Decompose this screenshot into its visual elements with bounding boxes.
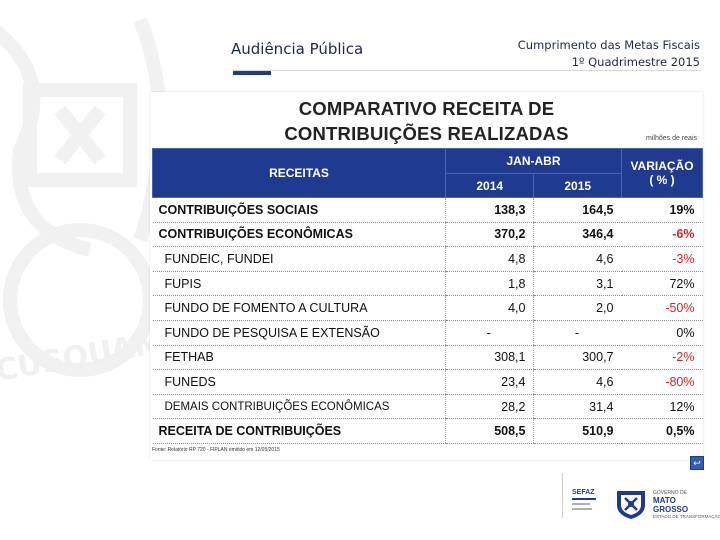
row-2015: - xyxy=(533,320,622,346)
footer-divider xyxy=(562,473,563,518)
table-row: FUNEDS 23,4 4,6 -80% xyxy=(152,369,703,395)
row-2015: 510,9 xyxy=(533,418,622,444)
header-variacao: VARIAÇÃO ( % ) xyxy=(621,148,703,198)
row-2014: 370,2 xyxy=(444,222,534,248)
row-2014: 308,1 xyxy=(444,345,534,371)
row-label: FUNEDS xyxy=(152,369,446,395)
unit-label: milhões de reais xyxy=(646,135,697,142)
row-2015: 4,6 xyxy=(533,369,622,395)
sefaz-logo: SEFAZ xyxy=(572,489,604,515)
row-2014: 1,8 xyxy=(444,271,534,297)
row-label: DEMAIS CONTRIBUIÇÕES ECONÔMICAS xyxy=(152,394,446,420)
table-row: DEMAIS CONTRIBUIÇÕES ECONÔMICAS 28,2 31,… xyxy=(152,394,703,420)
table-row: CONTRIBUIÇÕES ECONÔMICAS 370,2 346,4 -6% xyxy=(152,222,703,248)
header-period: JAN-ABR xyxy=(445,148,622,174)
header-subtitle-line2: 1º Quadrimestre 2015 xyxy=(571,55,700,69)
row-2015: 300,7 xyxy=(533,345,622,371)
table-row: FUNDO DE FOMENTO A CULTURA 4,0 2,0 -50% xyxy=(152,295,703,321)
row-label: FUNDO DE PESQUISA E EXTENSÃO xyxy=(152,320,446,346)
header-variacao-line2: ( % ) xyxy=(649,173,675,187)
row-variation: -80% xyxy=(621,369,703,395)
row-label: CONTRIBUIÇÕES ECONÔMICAS xyxy=(152,222,446,248)
row-label: FETHAB xyxy=(152,345,446,371)
row-2014: 508,5 xyxy=(444,418,534,444)
gov-line1: GOVERNO DE xyxy=(653,490,687,496)
row-2014: - xyxy=(444,320,534,346)
row-2015: 4,6 xyxy=(533,246,622,272)
row-2014: 4,8 xyxy=(444,246,534,272)
row-variation: 19% xyxy=(621,197,703,223)
table-row: FUPIS 1,8 3,1 72% xyxy=(152,271,703,297)
row-variation: -50% xyxy=(621,295,703,321)
row-2014: 23,4 xyxy=(444,369,534,395)
government-logo: GOVERNO DE MATO GROSSO ESTADO DE TRANSFO… xyxy=(653,490,720,519)
slide-title: COMPARATIVO RECEITA DE CONTRIBUIÇÕES REA… xyxy=(150,96,703,146)
row-variation: -2% xyxy=(621,345,703,371)
row-2015: 346,4 xyxy=(533,222,622,248)
row-2015: 31,4 xyxy=(533,394,622,420)
source-note: Fonte: Relatório RP 720 - FIPLAN emitido… xyxy=(152,447,280,453)
header-variacao-line1: VARIAÇÃO xyxy=(630,159,694,173)
row-variation: 12% xyxy=(621,394,703,420)
header-receitas: RECEITAS xyxy=(152,148,446,198)
row-label: FUNDEIC, FUNDEI xyxy=(152,246,446,272)
header-subtitle: Cumprimento das Metas Fiscais 1º Quadrim… xyxy=(518,37,700,71)
row-label: CONTRIBUIÇÕES SOCIAIS xyxy=(152,197,446,223)
gov-line2: MATO GROSSO xyxy=(653,496,689,514)
row-label: RECEITA DE CONTRIBUIÇÕES xyxy=(152,418,446,444)
row-variation: -6% xyxy=(621,222,703,248)
header-2015: 2015 xyxy=(533,173,622,198)
table-row: CONTRIBUIÇÕES SOCIAIS 138,3 164,5 19% xyxy=(152,197,703,223)
revenue-table: RECEITAS JAN-ABR VARIAÇÃO ( % ) 2014 201… xyxy=(152,148,703,444)
row-variation: 0% xyxy=(621,320,703,346)
table-row: FUNDO DE PESQUISA E EXTENSÃO - - 0% xyxy=(152,320,703,346)
row-variation: 0,5% xyxy=(621,418,703,444)
table-row: FUNDEIC, FUNDEI 4,8 4,6 -3% xyxy=(152,246,703,272)
header-accent-bar xyxy=(233,71,271,75)
row-2015: 164,5 xyxy=(533,197,622,223)
mato-grosso-crest-icon xyxy=(617,491,645,519)
row-2014: 138,3 xyxy=(444,197,534,223)
row-2015: 2,0 xyxy=(533,295,622,321)
row-2014: 4,0 xyxy=(444,295,534,321)
header-divider xyxy=(233,70,701,71)
header-subtitle-line1: Cumprimento das Metas Fiscais xyxy=(517,38,700,52)
row-2014: 28,2 xyxy=(444,394,534,420)
table-row-total: RECEITA DE CONTRIBUIÇÕES 508,5 510,9 0,5… xyxy=(152,418,703,444)
gov-line3: ESTADO DE TRANSFORMAÇÃO xyxy=(653,514,720,519)
slide-title-line2: CONTRIBUIÇÕES REALIZADAS xyxy=(284,123,569,144)
row-2015: 3,1 xyxy=(533,271,622,297)
header-title: Audiência Pública xyxy=(231,40,364,58)
row-variation: -3% xyxy=(621,246,703,272)
row-label: FUPIS xyxy=(152,271,446,297)
row-variation: 72% xyxy=(621,271,703,297)
header-2014: 2014 xyxy=(444,173,535,198)
row-label: FUNDO DE FOMENTO A CULTURA xyxy=(152,295,446,321)
slide-title-line1: COMPARATIVO RECEITA DE xyxy=(298,98,555,119)
slide-panel: COMPARATIVO RECEITA DE CONTRIBUIÇÕES REA… xyxy=(150,92,703,460)
return-nav-icon[interactable]: ↩ xyxy=(690,456,704,470)
sefaz-logo-text: SEFAZ xyxy=(572,489,595,496)
table-row: FETHAB 308,1 300,7 -2% xyxy=(152,345,703,371)
